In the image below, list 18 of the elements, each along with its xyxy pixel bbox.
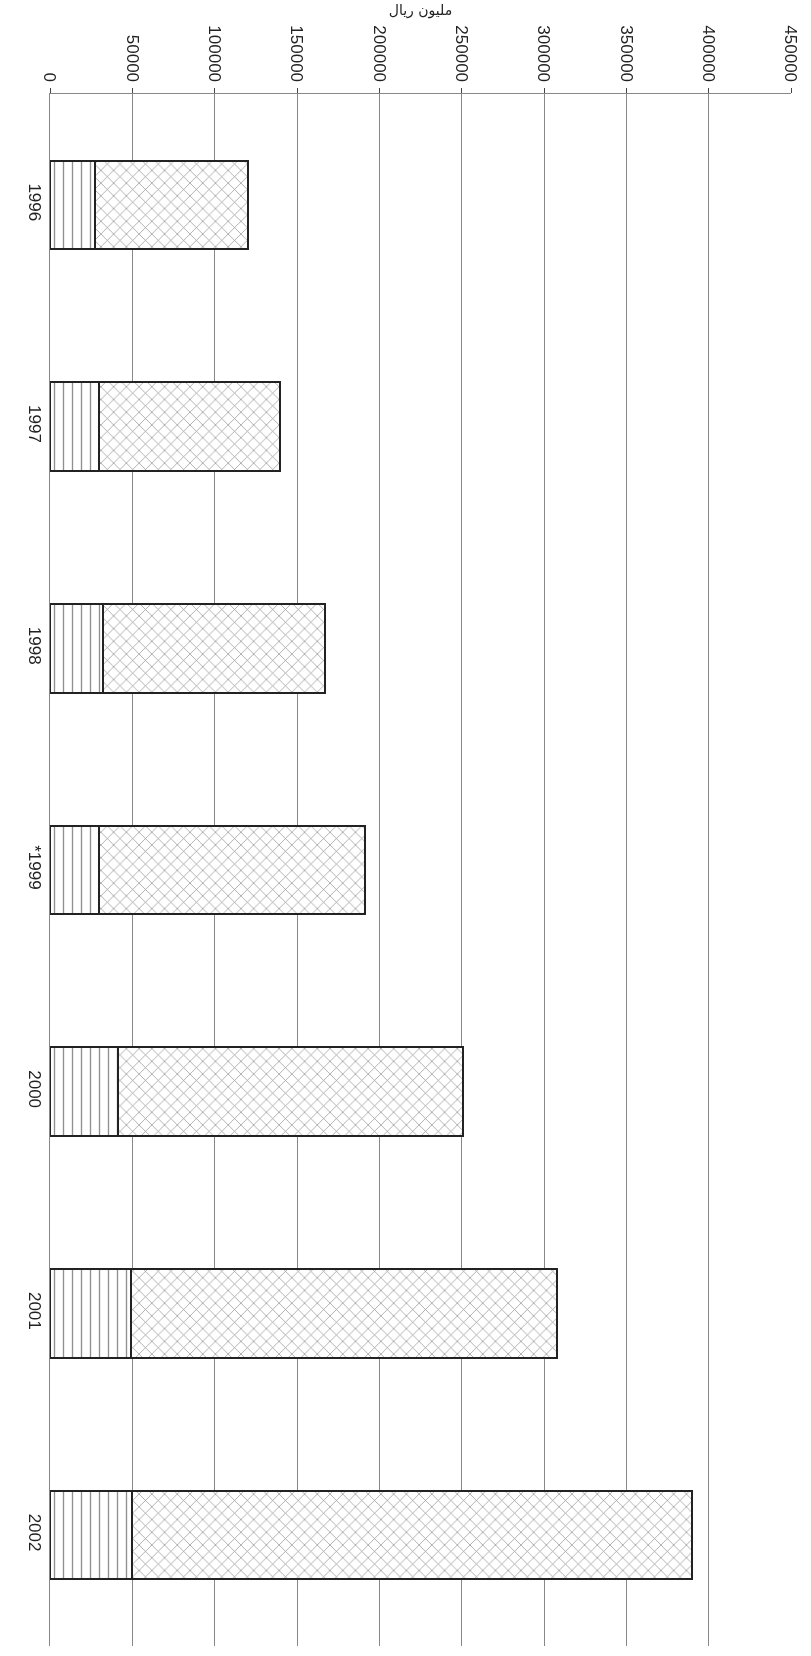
x-axis-title: مليون ريال [388, 1, 453, 19]
x-tick-label: 300000 [534, 25, 554, 83]
x-tick-label: 450000 [781, 25, 801, 83]
x-tick-label: 0 [40, 72, 60, 83]
x-tick-label: 400000 [699, 25, 719, 83]
y-tick-label: *1999 [24, 845, 44, 890]
x-tick-label: 50000 [122, 34, 142, 83]
y-tick-label: 2002 [24, 1513, 44, 1552]
y-tick-label: 2000 [24, 1070, 44, 1109]
x-tick-label: 250000 [452, 25, 472, 83]
y-tick-label: 2001 [24, 1291, 44, 1330]
y-tick-label: 1998 [24, 626, 44, 665]
x-tick-label: 100000 [205, 25, 225, 83]
x-tick-label: 350000 [616, 25, 636, 83]
x-tick-label: 200000 [369, 25, 389, 83]
x-tick-label: 150000 [287, 25, 307, 83]
y-tick-label: 1997 [24, 405, 44, 443]
y-tick-label: 1996 [24, 183, 44, 222]
